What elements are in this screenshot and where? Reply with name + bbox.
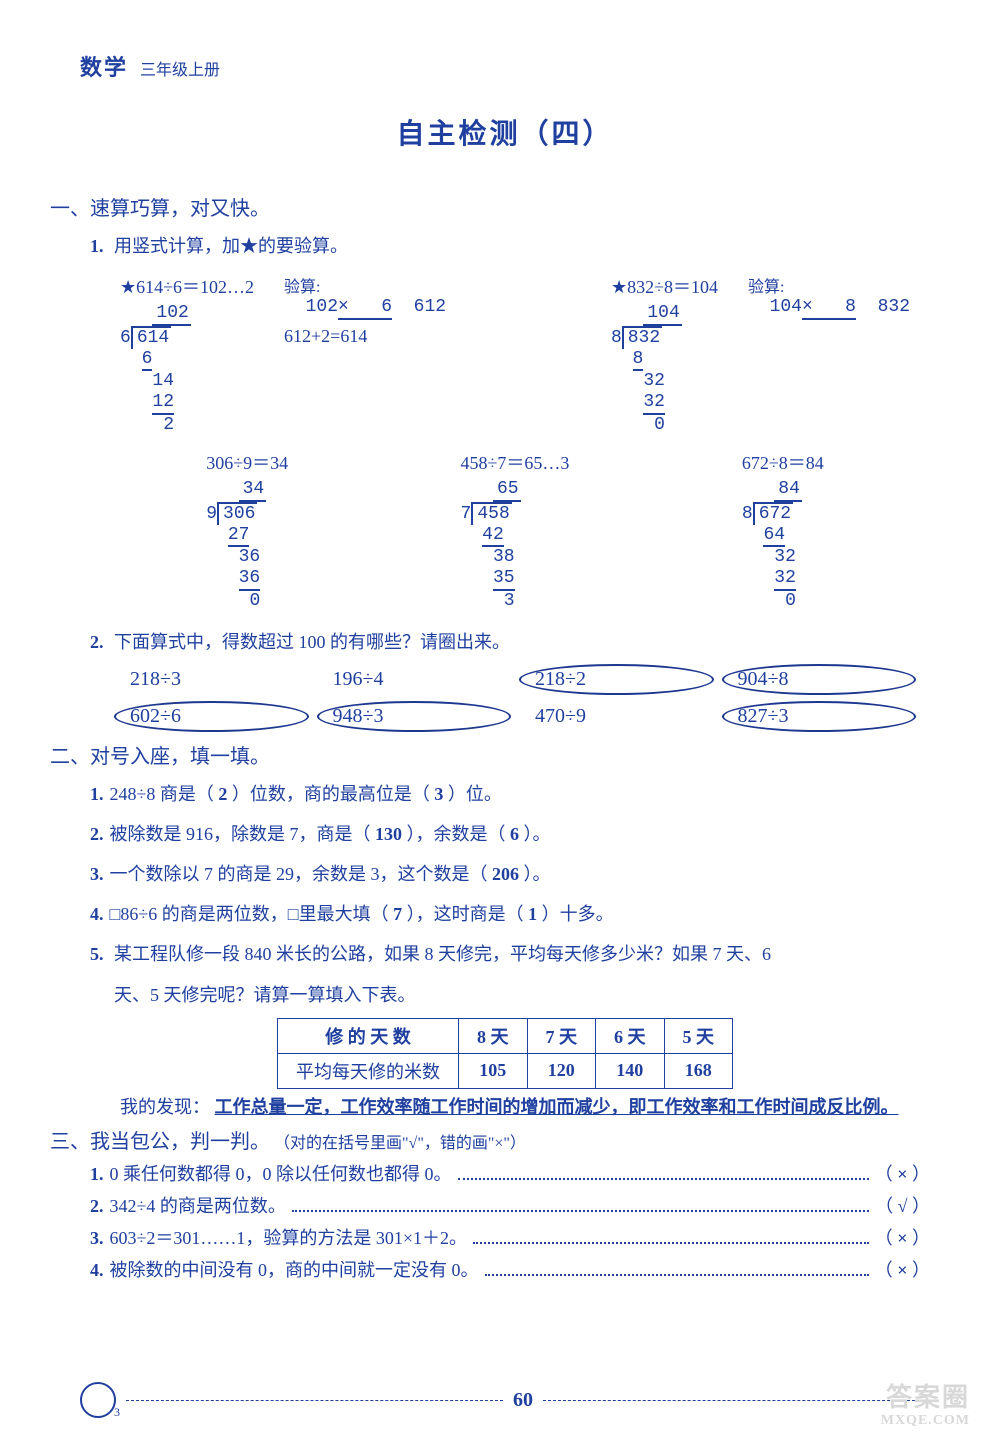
calc-a-mult: 102× 6 612 [284,297,446,320]
th-0: 修 的 天 数 [278,1018,459,1053]
calc-c-work: 349306 27 36 36 0 [206,479,266,611]
calc-row-2: 306÷9＝34 349306 27 36 36 0 458÷7＝65…3 65… [120,449,910,611]
cell-3: 168 [664,1053,733,1088]
verify-label-b: 验算: [748,273,910,297]
calc-b-mult: 104× 8 832 [748,297,910,320]
data-table: 修 的 天 数 8 天 7 天 6 天 5 天 平均每天修的米数 105 120… [277,1018,733,1089]
fill-item-1: 2.被除数是 916，除数是 7，商是（ 130 ），余数是（ 6 ）。 [90,817,930,851]
subject-label: 数学 [80,50,128,82]
th-4: 5 天 [664,1018,733,1053]
row-label: 平均每天修的米数 [278,1053,459,1088]
cell-0: 105 [459,1053,528,1088]
q2-num: 2. [90,632,104,652]
option-1: 196÷4 [323,666,506,693]
option-5: 948÷3 [323,703,506,730]
calc-e-eq: 672÷8＝84 [742,449,824,475]
calc-b: ★832÷8＝104 1048832 8 32 32 0 验算: 104× 8 … [611,273,910,435]
calc-e: 672÷8＝84 848672 64 32 32 0 [742,449,824,611]
calc-b-work: 1048832 8 32 32 0 [611,303,682,435]
grade-label: 三年级上册 [140,56,220,80]
option-7: 827÷3 [728,703,911,730]
calc-a-work: 1026614 6 14 12 2 [120,303,191,435]
option-0: 218÷3 [120,666,303,693]
verify-label: 验算: [284,273,446,297]
page-header: 数学 三年级上册 [80,50,930,82]
calc-a-longdiv: ★614÷6＝102…2 1026614 6 14 12 2 [120,273,254,435]
q1-num: 1. [90,236,104,256]
q2-text: 下面算式中，得数超过 100 的有哪些？请圈出来。 [114,632,510,652]
q1: 1. 用竖式计算，加★的要验算。 [90,229,930,263]
calc-a: ★614÷6＝102…2 1026614 6 14 12 2 验算: 102× … [120,273,446,435]
calc-c-eq: 306÷9＝34 [206,449,288,475]
finding-label: 我的发现： [120,1097,210,1117]
page-number: 60 [513,1389,533,1412]
q5-text-a: 某工程队修一段 840 米长的公路，如果 8 天修完，平均每天修多少米？如果 7… [114,944,771,964]
section-3-heading: 三、我当包公，判一判。 [50,1131,270,1153]
cell-2: 140 [596,1053,665,1088]
table-header-row: 修 的 天 数 8 天 7 天 6 天 5 天 [278,1018,733,1053]
option-4: 602÷6 [120,703,303,730]
watermark-main: 答案圈 [886,1383,970,1412]
table-data-row: 平均每天修的米数 105 120 140 168 [278,1053,733,1088]
q5-num: 5. [90,944,104,964]
calc-b-longdiv: ★832÷8＝104 1048832 8 32 32 0 [611,273,718,435]
finding-text: 工作总量一定，工作效率随工作时间的增加而减少，即工作效率和工作时间成反比例。 [215,1097,899,1117]
watermark-sub: MXQE.COM [881,1413,970,1428]
section-1-heading: 一、速算巧算，对又快。 [50,192,930,221]
footer-line-2 [543,1400,920,1401]
calc-e-work: 848672 64 32 32 0 [742,479,802,611]
fill-item-0: 1.248÷8 商是（ 2 ）位数，商的最高位是（ 3 ）位。 [90,777,930,811]
section-3-note: （对的在括号里画"√"，错的画"×"） [274,1135,526,1152]
page-footer: 60 [80,1382,930,1418]
q2: 2. 下面算式中，得数超过 100 的有哪些？请圈出来。 [90,625,930,659]
th-1: 8 天 [459,1018,528,1053]
page-title: 自主检测（四） [80,112,930,152]
worksheet-page: 数学 三年级上册 自主检测（四） 一、速算巧算，对又快。 1. 用竖式计算，加★… [0,0,1000,1448]
fill-item-3: 4.□86÷6 的商是两位数，□里最大填（ 7 ），这时商是（ 1 ）十多。 [90,897,930,931]
option-2: 218÷2 [525,666,708,693]
q5-b: 天、5 天修完呢？请算一算填入下表。 [114,978,930,1012]
judge-item-3: 4.被除数的中间没有 0，商的中间就一定没有 0。（ × ） [90,1256,930,1282]
calc-d-work: 657458 42 38 35 3 [461,479,521,611]
calc-row-1: ★614÷6＝102…2 1026614 6 14 12 2 验算: 102× … [120,273,910,435]
judge-item-2: 3.603÷2＝301……1，验算的方法是 301×1＋2。（ × ） [90,1224,930,1250]
calc-a-note: 612+2=614 [284,326,446,347]
fill-item-2: 3.一个数除以 7 的商是 29，余数是 3，这个数是（ 206 ）。 [90,857,930,891]
option-3: 904÷8 [728,666,911,693]
footer-line [126,1400,503,1401]
mascot-icon [80,1382,116,1418]
section-2-heading: 二、对号入座，填一填。 [50,740,930,769]
judge-item-0: 1.0 乘任何数都得 0，0 除以任何数也都得 0。（ × ） [90,1160,930,1186]
calc-d-eq: 458÷7＝65…3 [461,449,570,475]
calc-a-eq: ★614÷6＝102…2 [120,273,254,299]
sec3-items: 1.0 乘任何数都得 0，0 除以任何数也都得 0。（ × ） 2.342÷4 的… [80,1160,930,1282]
judge-item-1: 2.342÷4 的商是两位数。（ √ ） [90,1192,930,1218]
cell-1: 120 [527,1053,596,1088]
q5: 5. 某工程队修一段 840 米长的公路，如果 8 天修完，平均每天修多少米？如… [90,937,930,971]
option-grid: 218÷3 196÷4 218÷2 904÷8 602÷6 948÷3 470÷9 827÷3 [120,666,910,730]
watermark: 答案圈 MXQE.COM [881,1384,970,1428]
q1-text: 用竖式计算，加★的要验算。 [114,236,348,256]
calc-a-verify: 验算: 102× 6 612 612+2=614 [284,273,446,351]
finding: 我的发现： 工作总量一定，工作效率随工作时间的增加而减少，即工作效率和工作时间成… [120,1093,930,1119]
sec2-items: 1.248÷8 商是（ 2 ）位数，商的最高位是（ 3 ）位。 2.被除数是 91… [80,777,930,932]
calc-b-verify: 验算: 104× 8 832 [748,273,910,320]
option-6: 470÷9 [525,703,708,730]
th-3: 6 天 [596,1018,665,1053]
calc-c: 306÷9＝34 349306 27 36 36 0 [206,449,288,611]
calc-b-eq: ★832÷8＝104 [611,273,718,299]
calc-d: 458÷7＝65…3 657458 42 38 35 3 [461,449,570,611]
th-2: 7 天 [527,1018,596,1053]
